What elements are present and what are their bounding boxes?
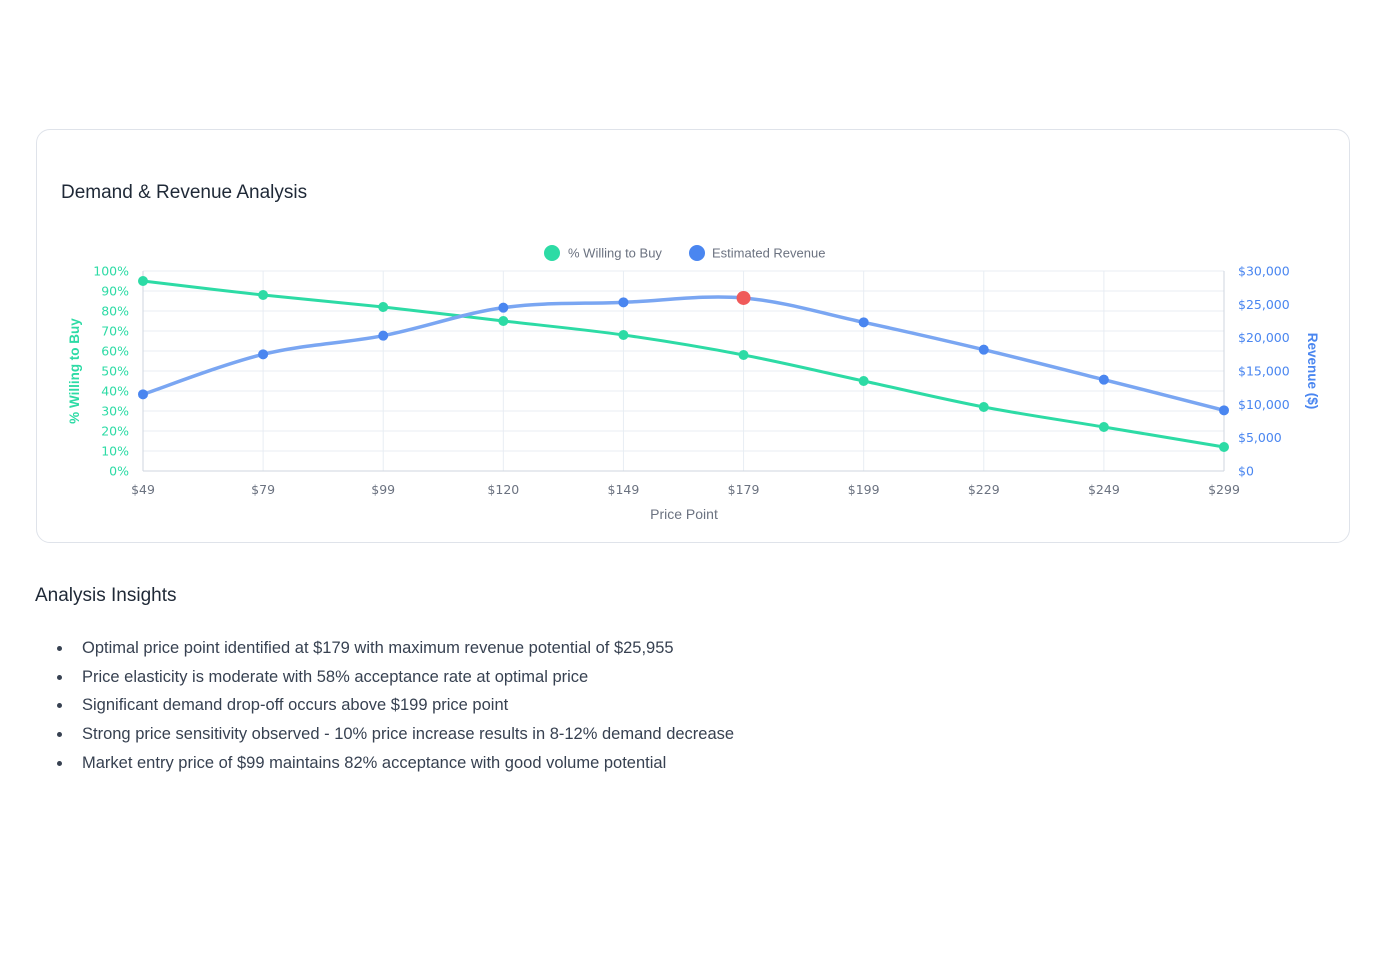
y-right-tick-label: $15,000 — [1238, 364, 1290, 379]
x-tick-label: $149 — [608, 482, 640, 497]
demand-point — [858, 376, 869, 386]
x-tick-label: $249 — [1088, 482, 1120, 497]
y-left-axis-title: % Willing to Buy — [67, 318, 82, 424]
demand-point — [738, 350, 749, 360]
optimal-revenue-point — [736, 290, 751, 305]
y-right-tick-label: $0 — [1238, 464, 1254, 479]
x-tick-label: $49 — [131, 482, 155, 497]
y-left-tick-label: 80% — [101, 304, 129, 319]
demand-point — [1098, 422, 1109, 432]
y-right-tick-label: $10,000 — [1238, 397, 1290, 412]
legend-revenue-label: Estimated Revenue — [712, 246, 825, 261]
demand-series-line — [141, 279, 1226, 449]
x-tick-label: $199 — [848, 482, 880, 497]
revenue-point — [138, 389, 148, 400]
revenue-point — [858, 317, 869, 328]
x-tick-label: $179 — [728, 482, 760, 497]
revenue-point — [258, 349, 269, 360]
y-left-tick-label: 0% — [109, 464, 129, 479]
y-left-tick-label: 70% — [101, 324, 129, 339]
y-left-tick-label: 10% — [101, 444, 129, 459]
x-tick-label: $99 — [371, 482, 395, 497]
y-left-tick-label: 50% — [101, 364, 129, 379]
x-tick-label: $79 — [251, 482, 275, 497]
y-left-tick-label: 20% — [101, 424, 129, 439]
revenue-point — [978, 344, 989, 355]
x-tick-label: $299 — [1208, 482, 1240, 497]
demand-point — [618, 330, 629, 340]
y-left-tick-label: 30% — [101, 404, 129, 419]
y-right-tick-label: $30,000 — [1238, 264, 1290, 279]
demand-point — [498, 316, 509, 326]
legend-demand-label: % Willing to Buy — [568, 246, 662, 261]
insight-item: Significant demand drop-off occurs above… — [44, 693, 734, 722]
legend-revenue-swatch — [689, 245, 705, 261]
chart-card: Demand & Revenue Analysis — [36, 129, 1350, 543]
demand-point — [1219, 442, 1229, 452]
revenue-point — [1219, 405, 1229, 416]
y-left-tick-label: 100% — [93, 264, 129, 279]
revenue-series-line — [141, 295, 1226, 413]
revenue-point — [1098, 374, 1109, 385]
insight-item: Optimal price point identified at $179 w… — [44, 636, 734, 665]
x-tick-label: $229 — [968, 482, 1000, 497]
y-right-tick-label: $5,000 — [1238, 430, 1282, 445]
insight-item: Strong price sensitivity observed - 10% … — [44, 722, 734, 751]
insights-title: Analysis Insights — [35, 585, 177, 606]
revenue-point — [618, 297, 629, 308]
y-left-tick-label: 90% — [101, 284, 129, 299]
y-right-tick-label: $20,000 — [1238, 330, 1290, 345]
revenue-point — [498, 302, 509, 313]
legend-demand-swatch — [544, 245, 560, 261]
y-left-tick-label: 60% — [101, 344, 129, 359]
x-tick-label: $120 — [487, 482, 519, 497]
revenue-point — [378, 330, 389, 341]
demand-point — [258, 290, 269, 300]
insight-item: Price elasticity is moderate with 58% ac… — [44, 665, 734, 694]
x-axis-title: Price Point — [650, 506, 718, 522]
insight-item: Market entry price of $99 maintains 82% … — [44, 751, 734, 780]
y-right-axis-title: Revenue ($) — [1305, 333, 1320, 410]
demand-point — [378, 302, 389, 312]
y-right-tick-label: $25,000 — [1238, 297, 1290, 312]
card-title: Demand & Revenue Analysis — [61, 182, 308, 203]
demand-point — [978, 402, 989, 412]
demand-point — [138, 276, 148, 286]
y-left-tick-label: 40% — [101, 384, 129, 399]
insights-list: Optimal price point identified at $179 w… — [44, 636, 734, 779]
